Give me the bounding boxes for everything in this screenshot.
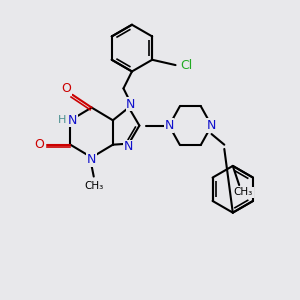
Text: CH₃: CH₃ [84,181,104,191]
Text: N: N [124,140,134,153]
Text: N: N [126,98,136,111]
Text: Cl: Cl [180,58,192,72]
Text: N: N [207,119,216,132]
Text: N: N [164,119,174,132]
Text: CH₃: CH₃ [234,188,253,197]
Text: N: N [87,153,96,166]
Text: N: N [68,114,77,127]
Text: H: H [58,115,66,125]
Text: O: O [35,138,44,151]
Text: O: O [61,82,71,95]
